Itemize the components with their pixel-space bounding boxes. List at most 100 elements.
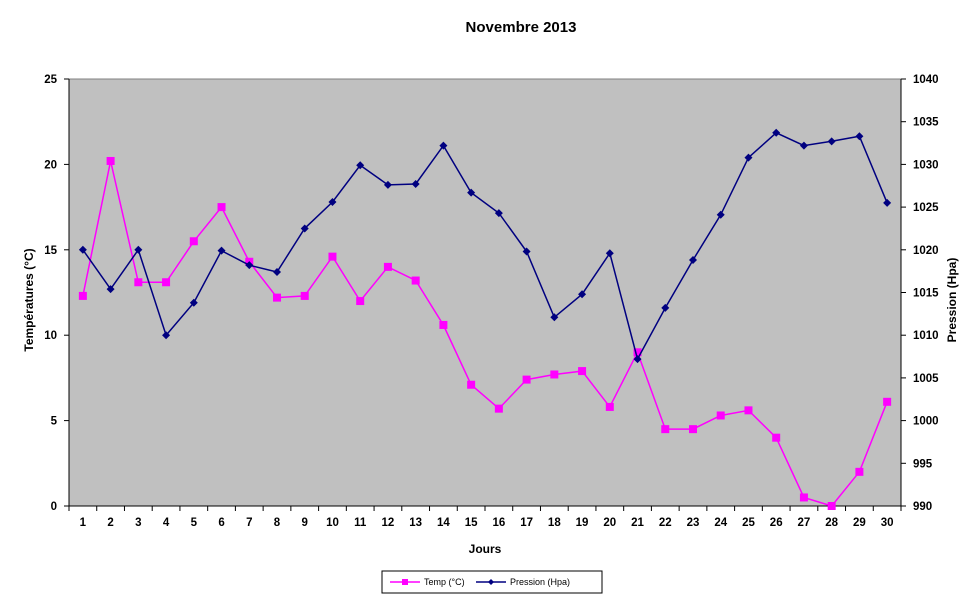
- series-line: [82, 160, 888, 507]
- x-tick-label: 25: [742, 517, 755, 529]
- x-tick-label: 2: [107, 517, 113, 529]
- x-tick-label: 30: [881, 517, 894, 529]
- data-point: [661, 303, 670, 312]
- chart-title: Novembre 2013: [466, 19, 577, 36]
- y-axis-label-right: Pression (Hpa): [945, 258, 959, 343]
- data-point: [383, 262, 392, 271]
- x-tick-label: 19: [576, 517, 589, 529]
- data-point: [633, 348, 642, 357]
- data-point: [578, 290, 587, 299]
- x-tick-label: 11: [354, 517, 367, 529]
- data-point: [162, 331, 171, 340]
- right-tick-label: 1020: [913, 245, 939, 257]
- data-point: [550, 313, 559, 322]
- data-point: [467, 380, 476, 389]
- data-point: [134, 278, 143, 287]
- data-point: [300, 224, 309, 233]
- series-layer: [78, 128, 892, 510]
- data-point: [328, 197, 337, 206]
- data-point: [189, 298, 198, 307]
- data-point: [245, 261, 254, 270]
- data-point: [799, 141, 808, 150]
- data-point: [78, 291, 87, 300]
- data-point: [550, 370, 559, 379]
- x-tick-label: 15: [465, 517, 478, 529]
- x-tick-label: 18: [548, 517, 561, 529]
- data-point: [162, 278, 171, 287]
- data-point: [689, 425, 697, 434]
- data-point: [799, 493, 808, 502]
- left-tick-label: 25: [44, 74, 57, 86]
- data-point: [439, 320, 448, 329]
- x-tick-label: 9: [302, 517, 308, 529]
- right-tick-label: 1015: [913, 288, 939, 300]
- right-tick-label: 1010: [913, 330, 939, 342]
- right-axis: 990 995 1000 1005 1010 1015 1020 1025 1030 1035 10…: [900, 74, 939, 513]
- x-axis: 1 2 3 4 5 6 7 8 9 10 11 12 13 14 15 16 17 18 19 20 21 22 23 24 2…: [68, 505, 902, 529]
- right-tick-label: 990: [913, 501, 932, 513]
- x-tick-label: 24: [714, 517, 727, 529]
- x-tick-label: 1: [80, 517, 87, 529]
- x-tick-label: 21: [631, 517, 644, 529]
- left-tick-label: 0: [51, 501, 57, 513]
- x-tick-label: 28: [825, 517, 838, 529]
- data-point: [661, 425, 670, 434]
- legend: Temp (°C) Pression (Hpa): [381, 570, 603, 594]
- data-point: [883, 397, 892, 406]
- right-tick-label: 1025: [913, 202, 939, 214]
- right-tick-label: 1000: [913, 416, 939, 428]
- x-tick-label: 20: [603, 517, 616, 529]
- right-tick-label: 995: [913, 458, 933, 470]
- data-point: [439, 141, 448, 150]
- data-point: [578, 367, 587, 376]
- x-tick-label: 10: [326, 517, 339, 529]
- x-tick-label: 22: [659, 517, 672, 529]
- data-point: [467, 188, 476, 197]
- x-tick-label: 17: [520, 517, 533, 529]
- x-tick-label: 8: [274, 517, 281, 529]
- data-point: [273, 293, 281, 302]
- data-point: [189, 237, 198, 246]
- data-point: [494, 404, 503, 413]
- data-point: [356, 297, 365, 306]
- data-point: [273, 268, 281, 277]
- data-point: [300, 291, 309, 300]
- series-line: [82, 131, 888, 362]
- data-point: [772, 128, 781, 137]
- x-tick-label: 29: [853, 517, 866, 529]
- data-point: [716, 411, 725, 420]
- data-point: [772, 433, 781, 442]
- left-axis: 0 5 10 15 20 25: [44, 74, 70, 513]
- x-tick-label: 7: [246, 517, 252, 529]
- data-point: [855, 467, 864, 476]
- data-point: [689, 256, 697, 265]
- data-point: [744, 406, 753, 415]
- x-tick-label: 16: [492, 517, 505, 529]
- data-point: [106, 285, 115, 294]
- series-temp: [78, 156, 892, 510]
- data-point: [411, 276, 420, 285]
- legend-temp-label: Temp (°C): [424, 577, 465, 587]
- x-tick-label: 12: [382, 517, 395, 529]
- left-tick-label: 15: [44, 245, 57, 257]
- data-point: [356, 161, 365, 170]
- x-tick-label: 23: [687, 517, 700, 529]
- data-point: [78, 245, 87, 254]
- data-point: [522, 247, 531, 256]
- data-point: [827, 502, 836, 510]
- x-axis-label: Jours: [469, 542, 502, 556]
- x-tick-label: 6: [218, 517, 224, 529]
- y-axis-label-left: Températures (°C): [22, 248, 36, 351]
- right-tick-label: 1035: [913, 117, 939, 129]
- x-tick-label: 26: [770, 517, 783, 529]
- series-pression: [78, 128, 892, 364]
- data-point: [744, 153, 753, 162]
- x-tick-label: 13: [409, 517, 422, 529]
- data-point: [383, 180, 392, 189]
- data-point: [716, 210, 725, 219]
- data-point: [106, 156, 115, 165]
- data-point: [855, 132, 864, 141]
- data-point: [217, 203, 226, 212]
- right-tick-label: 1030: [913, 159, 939, 171]
